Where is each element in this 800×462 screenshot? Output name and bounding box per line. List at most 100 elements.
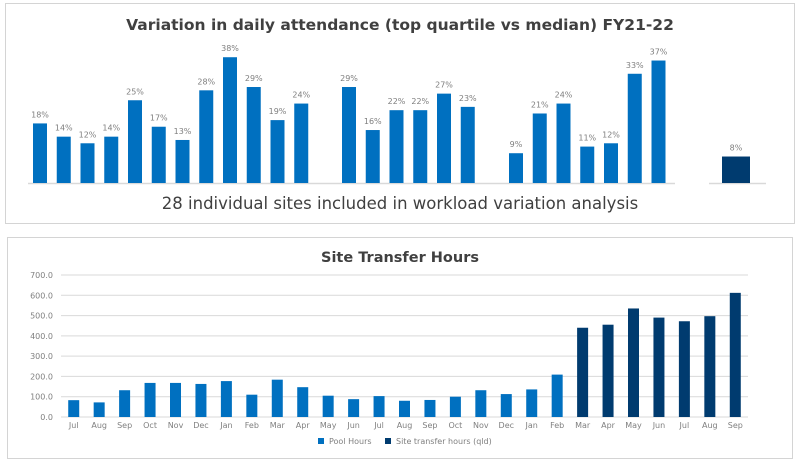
bar: [294, 103, 309, 183]
bar: [151, 126, 166, 183]
y-tick-label: 400.0: [30, 332, 53, 341]
bar-pool-hours: [119, 390, 131, 417]
bar-pool-hours: [220, 381, 232, 417]
attendance-variation-chart: Variation in daily attendance (top quart…: [28, 16, 766, 213]
bar-pool-hours: [475, 390, 487, 417]
legend-swatch-pool-hours: [318, 438, 324, 444]
legend: Pool Hours Site transfer hours (qld): [318, 437, 492, 446]
bar: [556, 103, 571, 183]
data-label: 33%: [626, 61, 644, 70]
x-tick-label: Oct: [143, 421, 157, 430]
x-tick-label: Jun: [346, 421, 360, 430]
bar-pool-hours: [170, 382, 181, 417]
chart-title: Variation in daily attendance (top quart…: [126, 16, 674, 34]
y-tick-label: 0.0: [40, 413, 53, 422]
x-tick-label: Dec: [193, 421, 208, 430]
data-label: 25%: [126, 87, 144, 96]
data-label: 22%: [388, 97, 406, 106]
x-tick-label: Feb: [245, 421, 259, 430]
x-tick-label: Jul: [373, 421, 384, 430]
bar-pool-hours: [449, 396, 461, 417]
bar: [651, 60, 666, 183]
bar: [627, 73, 642, 183]
bar: [175, 139, 190, 183]
bar-pool-hours: [424, 399, 436, 417]
data-label: 16%: [364, 117, 382, 126]
y-tick-label: 500.0: [30, 312, 53, 321]
x-tick-label: Aug: [702, 421, 718, 430]
bar-pool-hours: [195, 383, 207, 417]
x-tick-label: Dec: [499, 421, 514, 430]
bar: [342, 87, 356, 183]
bar-site-transfer-hours: [577, 327, 589, 417]
bar: [56, 136, 71, 183]
data-label: 24%: [555, 91, 573, 100]
x-tick-label: Jun: [652, 421, 666, 430]
bar-pool-hours: [246, 394, 258, 417]
chart-subtitle: 28 individual sites included in workload…: [162, 194, 638, 213]
y-tick-label: 600.0: [30, 291, 53, 300]
bar-pool-hours: [399, 400, 410, 417]
x-tick-label: Nov: [473, 421, 489, 430]
bar-pool-hours: [93, 402, 105, 417]
bar: [437, 93, 451, 183]
data-label: 18%: [31, 110, 49, 119]
x-tick-label: Sep: [422, 421, 437, 430]
x-tick-label: Aug: [397, 421, 413, 430]
data-label: 14%: [55, 124, 73, 133]
data-label: 23%: [459, 94, 477, 103]
y-tick-label: 300.0: [30, 352, 53, 361]
x-tick-label: Jul: [68, 421, 79, 430]
x-tick-label: Sep: [117, 421, 132, 430]
x-tick-label: Oct: [448, 421, 462, 430]
data-label: 24%: [292, 91, 310, 100]
data-label: 37%: [650, 48, 668, 57]
bar-pool-hours: [297, 387, 309, 417]
x-tick-label: Sep: [728, 421, 743, 430]
bar: [80, 143, 95, 183]
x-tick-label: Nov: [168, 421, 184, 430]
y-tick-label: 100.0: [30, 393, 53, 402]
bar: [413, 110, 428, 183]
bar-pool-hours: [373, 396, 385, 417]
x-tick-label: Apr: [601, 421, 616, 430]
bar: [509, 153, 523, 183]
bar-pool-hours: [551, 374, 563, 417]
data-label: 17%: [150, 114, 168, 123]
legend-swatch-site-transfer: [385, 438, 391, 444]
bar-pool-hours: [500, 394, 512, 417]
y-tick-label: 700.0: [30, 271, 53, 280]
bar: [604, 143, 618, 183]
bar-site-transfer-hours: [653, 317, 665, 417]
bar: [223, 57, 237, 183]
bar-pool-hours: [68, 400, 80, 417]
data-label: 28%: [197, 77, 215, 86]
x-tick-label: Mar: [575, 421, 591, 430]
x-tick-label: Apr: [296, 421, 311, 430]
x-tick-label: May: [320, 421, 337, 430]
data-label: 21%: [531, 100, 549, 109]
x-tick-label: Jan: [525, 421, 538, 430]
bar: [270, 120, 285, 183]
bar-site-transfer-hours: [729, 292, 741, 417]
bar: [580, 146, 595, 183]
bar-site-transfer-hours: [602, 324, 614, 417]
data-label: 8%: [730, 144, 743, 153]
bar-site-transfer-hours: [628, 308, 639, 417]
bar-pool-hours: [144, 382, 156, 417]
bar-site-transfer-hours: [678, 321, 690, 417]
bar-pool-hours: [526, 389, 538, 417]
bar: [199, 90, 214, 183]
bar: [722, 156, 750, 183]
bar-pool-hours: [271, 379, 283, 417]
data-label: 12%: [79, 130, 97, 139]
x-tick-label: May: [625, 421, 642, 430]
data-label: 12%: [602, 130, 620, 139]
bar: [460, 106, 475, 183]
data-label: 27%: [435, 81, 453, 90]
bar: [33, 123, 47, 183]
data-label: 38%: [221, 44, 239, 53]
legend-label-pool-hours: Pool Hours: [329, 437, 372, 446]
data-label: 19%: [269, 107, 287, 116]
